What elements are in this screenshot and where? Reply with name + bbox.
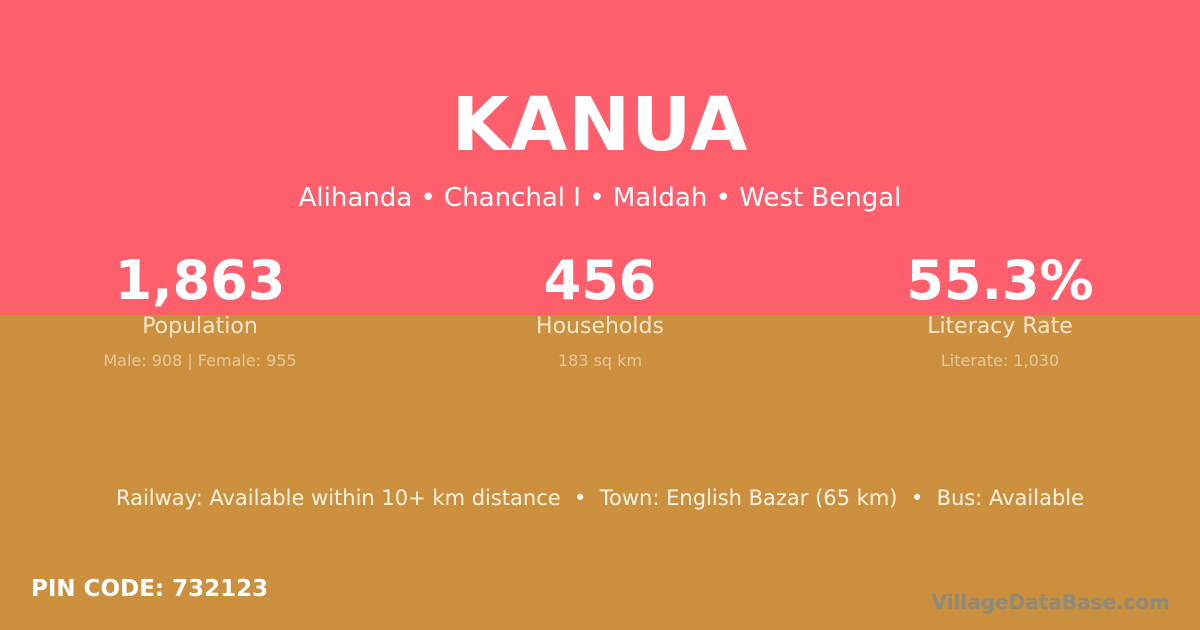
stat-literacy: 55.3% Literacy Rate Literate: 1,030 <box>800 249 1200 371</box>
stat-label: Households <box>536 314 664 339</box>
stat-value: 456 <box>543 249 657 312</box>
village-name: KANUA <box>451 82 749 168</box>
stat-population: 1,863 Population Male: 908 | Female: 955 <box>0 249 400 371</box>
stat-label: Literacy Rate <box>927 314 1073 339</box>
watermark-logo: VillageDataBase.com <box>931 590 1170 614</box>
header-band <box>0 0 1200 315</box>
stat-detail: Male: 908 | Female: 955 <box>103 351 297 370</box>
location-breadcrumb: Alihanda • Chanchal I • Maldah • West Be… <box>298 183 902 213</box>
stat-value: 1,863 <box>114 249 286 312</box>
pin-code: PIN CODE: 732123 <box>31 576 269 602</box>
stat-label: Population <box>142 314 258 339</box>
stat-households: 456 Households 183 sq km <box>400 249 800 371</box>
stat-value: 55.3% <box>906 249 1094 312</box>
connectivity-info: Railway: Available within 10+ km distanc… <box>115 486 1085 510</box>
stat-detail: Literate: 1,030 <box>940 351 1060 370</box>
stat-detail: 183 sq km <box>557 351 643 370</box>
footer-band <box>0 315 1200 630</box>
